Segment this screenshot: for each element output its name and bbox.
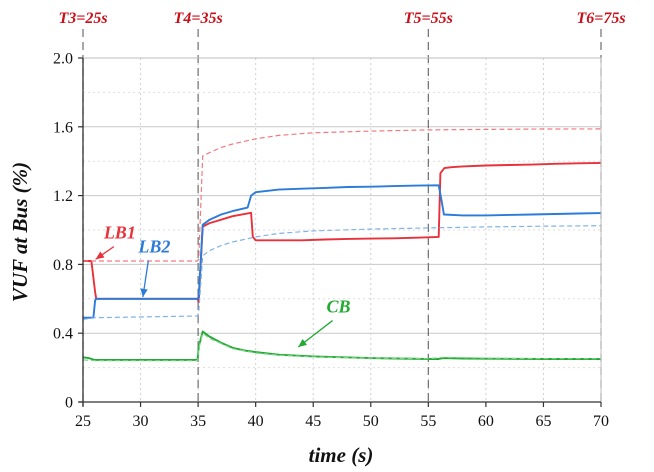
y-tick-label: 2.0 [53,51,73,68]
series-line [82,330,601,361]
x-tick-label: 35 [190,413,206,430]
x-tick-label: 40 [248,413,264,430]
axis-layer: 0 0.4 0.8 1.2 1.6 2.0 25 30 35 40 45 50 55 60 65 70 [53,51,609,431]
y-tick-label: 0 [65,395,73,412]
grid-layer [83,58,601,402]
annotation-label: LB1 [103,223,136,243]
event-marker-label: T4=35s [174,10,223,27]
x-tick-label: 70 [593,413,609,430]
x-tick-label: 60 [478,413,494,430]
x-tick-label: 55 [420,413,436,430]
series-layer [82,128,602,362]
event-marker-label: T3=25s [58,10,107,27]
y-axis-title: VUF at Bus (%) [8,162,32,302]
y-tick-label: 1.2 [53,188,73,205]
series-line [83,128,602,262]
series-line [82,225,602,320]
series-line [82,332,601,362]
event-marker-label: T5=55s [404,10,453,27]
annotation-label: CB [327,297,351,317]
y-tick-label: 0.4 [53,326,73,343]
event-marker-label: T6=75s [576,10,625,27]
x-tick-label: 45 [305,413,321,430]
annotation-arrow-head [95,251,105,260]
y-tick-label: 0.8 [53,257,73,274]
x-tick-label: 65 [535,413,551,430]
annotation-arrow-head [140,288,148,298]
annotation-arrow-head [298,339,308,347]
y-tick-label: 1.6 [53,119,73,136]
series-line [83,184,602,319]
x-tick-label: 50 [363,413,379,430]
x-axis-title: time (s) [309,443,374,467]
annotation-label: LB2 [137,236,170,256]
x-tick-label: 30 [133,413,149,430]
x-tick-label: 25 [75,413,91,430]
